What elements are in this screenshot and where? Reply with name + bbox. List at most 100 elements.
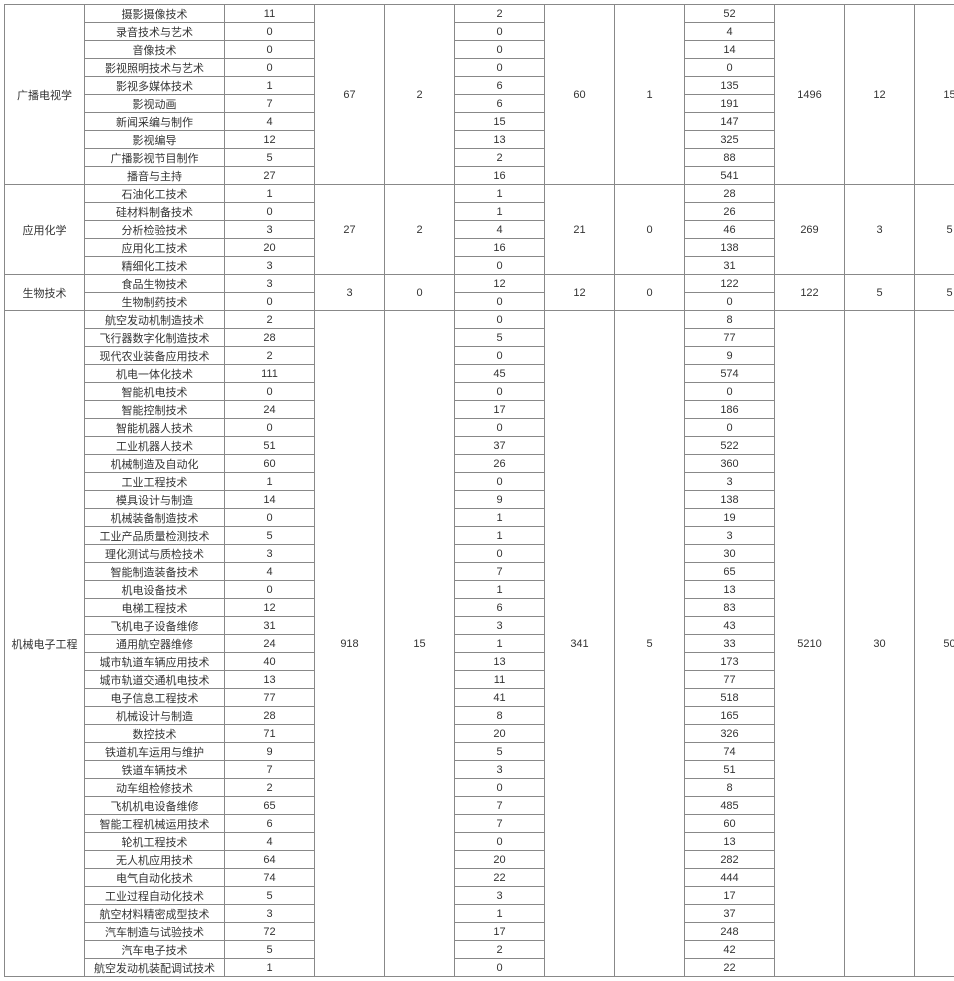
col-c8: 4 [685, 23, 775, 41]
col-c8: 3 [685, 527, 775, 545]
table-row: 机械电子工程航空发动机制造技术29181503415852103050 [5, 311, 954, 329]
col-c2: 0 [225, 509, 315, 527]
sub-name: 生物制药技术 [85, 293, 225, 311]
group-name: 应用化学 [5, 185, 85, 275]
col-c5: 13 [455, 653, 545, 671]
sub-name: 航空发动机制造技术 [85, 311, 225, 329]
col-c5: 17 [455, 401, 545, 419]
col-c7: 0 [615, 275, 685, 311]
col-c8: 17 [685, 887, 775, 905]
col-c2: 6 [225, 815, 315, 833]
col-c5: 0 [455, 473, 545, 491]
col-c2: 4 [225, 833, 315, 851]
sub-name: 智能控制技术 [85, 401, 225, 419]
col-c4: 0 [385, 275, 455, 311]
col-c8: 14 [685, 41, 775, 59]
col-c2: 51 [225, 437, 315, 455]
col-c2: 11 [225, 5, 315, 23]
col-c5: 3 [455, 617, 545, 635]
col-c8: 52 [685, 5, 775, 23]
col-c8: 42 [685, 941, 775, 959]
sub-name: 智能工程机械运用技术 [85, 815, 225, 833]
col-c2: 0 [225, 581, 315, 599]
col-c8: 0 [685, 383, 775, 401]
col-c5: 16 [455, 167, 545, 185]
col-c8: 165 [685, 707, 775, 725]
col-c5: 5 [455, 329, 545, 347]
col-c2: 0 [225, 23, 315, 41]
col-c11: 50 [915, 311, 954, 977]
col-c5: 0 [455, 779, 545, 797]
sub-name: 机电设备技术 [85, 581, 225, 599]
sub-name: 模具设计与制造 [85, 491, 225, 509]
col-c2: 3 [225, 545, 315, 563]
sub-name: 智能制造装备技术 [85, 563, 225, 581]
table-row: 广播电视学摄影摄像技术1167226015214961215 [5, 5, 954, 23]
col-c2: 64 [225, 851, 315, 869]
col-c8: 485 [685, 797, 775, 815]
col-c8: 541 [685, 167, 775, 185]
sub-name: 播音与主持 [85, 167, 225, 185]
sub-name: 影视动画 [85, 95, 225, 113]
col-c2: 0 [225, 383, 315, 401]
sub-name: 工业产品质量检测技术 [85, 527, 225, 545]
col-c5: 0 [455, 311, 545, 329]
sub-name: 飞行器数字化制造技术 [85, 329, 225, 347]
sub-name: 分析检验技术 [85, 221, 225, 239]
sub-name: 机械装备制造技术 [85, 509, 225, 527]
col-c9: 122 [775, 275, 845, 311]
col-c5: 1 [455, 581, 545, 599]
col-c5: 9 [455, 491, 545, 509]
col-c8: 173 [685, 653, 775, 671]
col-c8: 74 [685, 743, 775, 761]
col-c5: 2 [455, 149, 545, 167]
col-c6: 60 [545, 5, 615, 185]
sub-name: 铁道机车运用与维护 [85, 743, 225, 761]
sub-name: 飞机机电设备维修 [85, 797, 225, 815]
col-c5: 0 [455, 293, 545, 311]
col-c5: 22 [455, 869, 545, 887]
col-c5: 5 [455, 743, 545, 761]
col-c8: 186 [685, 401, 775, 419]
col-c2: 5 [225, 527, 315, 545]
col-c2: 3 [225, 275, 315, 293]
col-c2: 0 [225, 59, 315, 77]
col-c2: 1 [225, 185, 315, 203]
sub-name: 录音技术与艺术 [85, 23, 225, 41]
col-c2: 28 [225, 707, 315, 725]
col-c2: 60 [225, 455, 315, 473]
col-c5: 37 [455, 437, 545, 455]
sub-name: 应用化工技术 [85, 239, 225, 257]
sub-name: 机电一体化技术 [85, 365, 225, 383]
col-c7: 1 [615, 5, 685, 185]
group-name: 广播电视学 [5, 5, 85, 185]
col-c8: 574 [685, 365, 775, 383]
col-c8: 60 [685, 815, 775, 833]
col-c8: 37 [685, 905, 775, 923]
sub-name: 影视编导 [85, 131, 225, 149]
col-c5: 7 [455, 797, 545, 815]
col-c8: 13 [685, 581, 775, 599]
sub-name: 音像技术 [85, 41, 225, 59]
col-c2: 40 [225, 653, 315, 671]
col-c5: 0 [455, 545, 545, 563]
col-c5: 8 [455, 707, 545, 725]
col-c2: 24 [225, 635, 315, 653]
col-c2: 28 [225, 329, 315, 347]
col-c2: 3 [225, 257, 315, 275]
col-c8: 77 [685, 329, 775, 347]
col-c8: 83 [685, 599, 775, 617]
col-c5: 2 [455, 941, 545, 959]
sub-name: 无人机应用技术 [85, 851, 225, 869]
col-c10: 5 [845, 275, 915, 311]
col-c3: 918 [315, 311, 385, 977]
sub-name: 飞机电子设备维修 [85, 617, 225, 635]
col-c2: 3 [225, 905, 315, 923]
col-c8: 122 [685, 275, 775, 293]
col-c2: 31 [225, 617, 315, 635]
sub-name: 智能机电技术 [85, 383, 225, 401]
col-c8: 360 [685, 455, 775, 473]
sub-name: 动车组检修技术 [85, 779, 225, 797]
table-row: 生物技术食品生物技术3301212012212255 [5, 275, 954, 293]
col-c5: 3 [455, 887, 545, 905]
